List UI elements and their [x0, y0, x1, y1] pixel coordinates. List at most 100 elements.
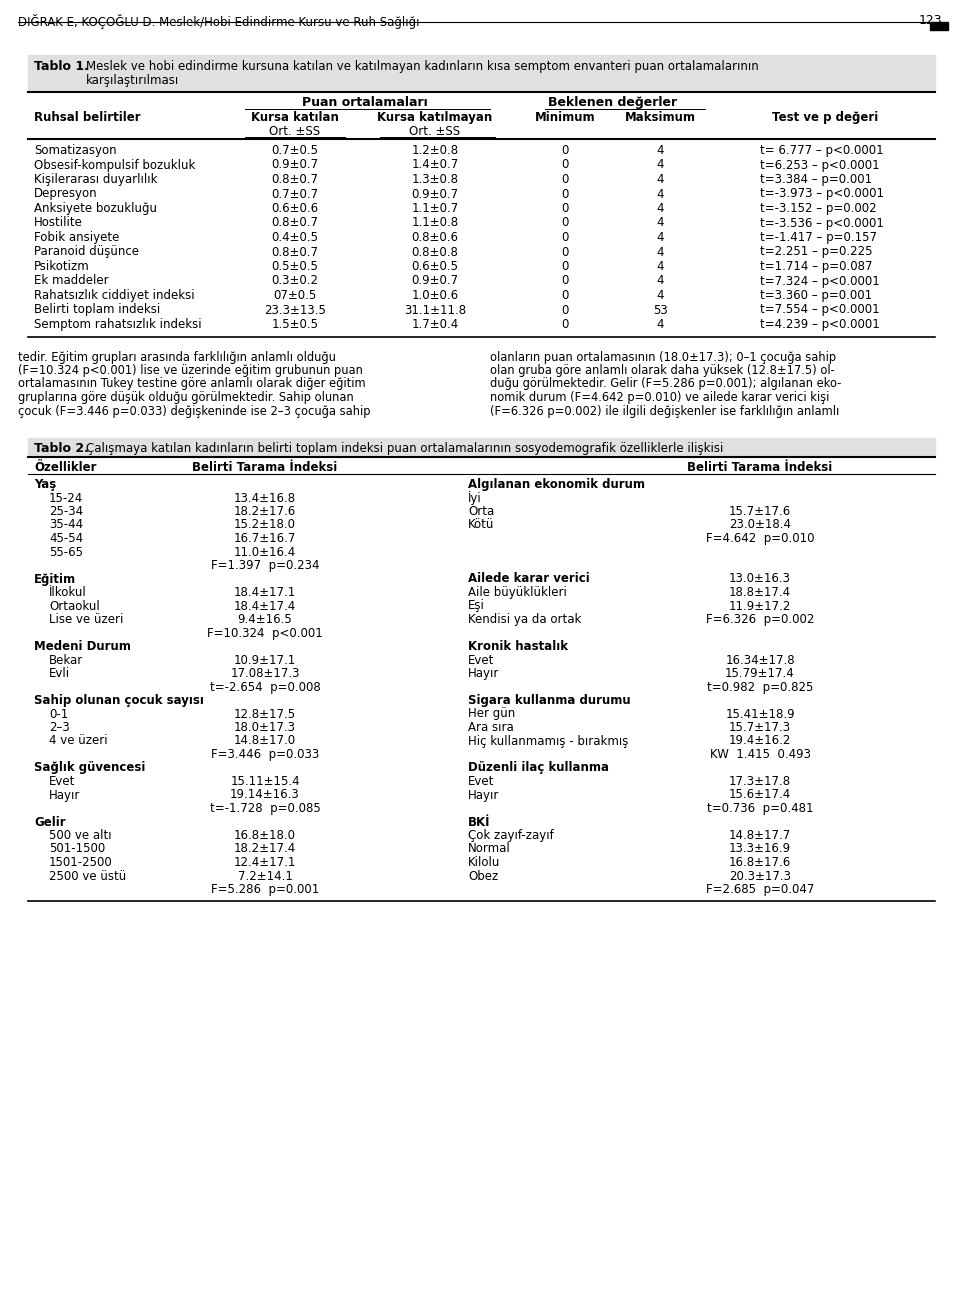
- Text: t=-3.152 – p=0.002: t=-3.152 – p=0.002: [760, 202, 876, 215]
- Text: 55-65: 55-65: [49, 546, 83, 559]
- Text: 0: 0: [562, 245, 568, 258]
- Text: Kendisi ya da ortak: Kendisi ya da ortak: [468, 613, 582, 626]
- Text: 0: 0: [562, 216, 568, 229]
- Text: Fobik ansiyete: Fobik ansiyete: [34, 231, 119, 244]
- Text: Anksiyete bozukluğu: Anksiyete bozukluğu: [34, 202, 157, 215]
- Text: Düzenli ilaç kullanma: Düzenli ilaç kullanma: [468, 762, 609, 775]
- Text: 1.0±0.6: 1.0±0.6: [412, 289, 459, 302]
- Text: nomik durum (F=4.642 p=0.010) ve ailede karar verici kişi: nomik durum (F=4.642 p=0.010) ve ailede …: [490, 391, 829, 404]
- Text: Kursa katılan: Kursa katılan: [252, 111, 339, 124]
- Text: 0: 0: [562, 303, 568, 316]
- Text: 19.14±16.3: 19.14±16.3: [230, 788, 300, 801]
- Text: 23.3±13.5: 23.3±13.5: [264, 303, 326, 316]
- Text: Ailede karar verici: Ailede karar verici: [468, 573, 589, 586]
- Text: (F=10.324 p<0.001) lise ve üzerinde eğitim grubunun puan: (F=10.324 p<0.001) lise ve üzerinde eğit…: [18, 364, 363, 377]
- Text: 4: 4: [657, 202, 663, 215]
- Text: 500 ve altı: 500 ve altı: [49, 829, 111, 842]
- Text: Psikotizm: Psikotizm: [34, 260, 89, 273]
- Text: Medeni Durum: Medeni Durum: [34, 640, 131, 653]
- Text: 0: 0: [562, 158, 568, 171]
- Text: Belirti toplam indeksi: Belirti toplam indeksi: [34, 303, 160, 316]
- Text: 18.4±17.1: 18.4±17.1: [234, 586, 296, 599]
- Text: 16.8±17.6: 16.8±17.6: [729, 855, 791, 870]
- Text: 0.9±0.7: 0.9±0.7: [272, 158, 319, 171]
- Text: Evli: Evli: [49, 667, 70, 680]
- Text: 0: 0: [562, 172, 568, 187]
- Text: Evet: Evet: [468, 653, 494, 666]
- Text: 18.2±17.6: 18.2±17.6: [234, 505, 296, 518]
- Bar: [28, 438, 935, 456]
- Text: 14.8±17.0: 14.8±17.0: [234, 735, 296, 748]
- Text: Gelir: Gelir: [34, 815, 65, 828]
- Text: t=2.251 – p=0.225: t=2.251 – p=0.225: [760, 245, 873, 258]
- Text: Meslek ve hobi edindirme kursuna katılan ve katılmayan kadınların kısa semptom e: Meslek ve hobi edindirme kursuna katılan…: [86, 60, 758, 73]
- Text: t=-3.536 – p<0.0001: t=-3.536 – p<0.0001: [760, 216, 884, 229]
- Text: t=0.982  p=0.825: t=0.982 p=0.825: [707, 680, 813, 693]
- Text: Belirti Tarama İndeksi: Belirti Tarama İndeksi: [192, 461, 338, 474]
- Text: 4: 4: [657, 260, 663, 273]
- Text: Obsesif-kompulsif bozukluk: Obsesif-kompulsif bozukluk: [34, 158, 196, 171]
- Text: DIĞRAK E, KOÇOĞLU D. Meslek/Hobi Edindirme Kursu ve Ruh Sağlığı: DIĞRAK E, KOÇOĞLU D. Meslek/Hobi Edindir…: [18, 14, 420, 29]
- Text: Rahatsızlık ciddiyet indeksi: Rahatsızlık ciddiyet indeksi: [34, 289, 195, 302]
- Text: Lise ve üzeri: Lise ve üzeri: [49, 613, 124, 626]
- Text: Obez: Obez: [468, 870, 498, 883]
- Text: 15.79±17.4: 15.79±17.4: [725, 667, 795, 680]
- Text: 1.2±0.8: 1.2±0.8: [412, 144, 459, 157]
- Text: 0: 0: [562, 144, 568, 157]
- Text: 25-34: 25-34: [49, 505, 84, 518]
- Text: 0.6±0.6: 0.6±0.6: [272, 202, 319, 215]
- Text: Aile büyüklükleri: Aile büyüklükleri: [468, 586, 566, 599]
- Text: t=1.714 – p=0.087: t=1.714 – p=0.087: [760, 260, 873, 273]
- Text: 4: 4: [657, 144, 663, 157]
- Text: F=4.642  p=0.010: F=4.642 p=0.010: [706, 531, 814, 546]
- Text: Evet: Evet: [49, 775, 76, 788]
- Text: 1.1±0.7: 1.1±0.7: [412, 202, 459, 215]
- Text: 4: 4: [657, 245, 663, 258]
- Text: 0: 0: [562, 202, 568, 215]
- Text: Test ve p değeri: Test ve p değeri: [772, 111, 878, 124]
- Text: Hayır: Hayır: [468, 667, 499, 680]
- Text: Semptom rahatsızlık indeksi: Semptom rahatsızlık indeksi: [34, 318, 202, 330]
- Text: Ek maddeler: Ek maddeler: [34, 275, 108, 288]
- Text: 45-54: 45-54: [49, 531, 84, 546]
- Text: t=-1.728  p=0.085: t=-1.728 p=0.085: [209, 802, 321, 815]
- Bar: [930, 22, 948, 30]
- Text: t=-1.417 – p=0.157: t=-1.417 – p=0.157: [760, 231, 877, 244]
- Text: Kötü: Kötü: [468, 518, 494, 531]
- Text: Ortaokul: Ortaokul: [49, 600, 100, 613]
- Text: 35-44: 35-44: [49, 518, 84, 531]
- Text: karşılaştırılması: karşılaştırılması: [86, 74, 180, 87]
- Text: 19.4±16.2: 19.4±16.2: [729, 735, 791, 748]
- Text: BKİ: BKİ: [468, 815, 491, 828]
- Text: Belirti Tarama İndeksi: Belirti Tarama İndeksi: [687, 461, 832, 474]
- Text: 15.7±17.6: 15.7±17.6: [729, 505, 791, 518]
- Text: Orta: Orta: [468, 505, 494, 518]
- Text: 0.6±0.5: 0.6±0.5: [412, 260, 459, 273]
- Text: 501-1500: 501-1500: [49, 842, 106, 855]
- Text: Minimum: Minimum: [535, 111, 595, 124]
- Text: 16.7±16.7: 16.7±16.7: [234, 531, 297, 546]
- Text: Ort. ±SS: Ort. ±SS: [270, 124, 321, 137]
- Text: Kronik hastalık: Kronik hastalık: [468, 640, 568, 653]
- Text: Hostilite: Hostilite: [34, 216, 83, 229]
- Text: 10.9±17.1: 10.9±17.1: [234, 653, 296, 666]
- Text: 15.7±17.3: 15.7±17.3: [729, 721, 791, 734]
- Text: Depresyon: Depresyon: [34, 188, 98, 201]
- Text: t=3.360 – p=0.001: t=3.360 – p=0.001: [760, 289, 872, 302]
- Text: t=7.324 – p<0.0001: t=7.324 – p<0.0001: [760, 275, 879, 288]
- Text: 0: 0: [562, 188, 568, 201]
- Text: 0: 0: [562, 318, 568, 330]
- Text: İyi: İyi: [468, 491, 482, 505]
- Text: 0.9±0.7: 0.9±0.7: [412, 188, 459, 201]
- Text: 4 ve üzeri: 4 ve üzeri: [49, 735, 108, 748]
- Text: Normal: Normal: [468, 842, 511, 855]
- Text: 0.8±0.6: 0.8±0.6: [412, 231, 459, 244]
- Text: 0.8±0.7: 0.8±0.7: [272, 216, 319, 229]
- Text: t=-3.973 – p<0.0001: t=-3.973 – p<0.0001: [760, 188, 884, 201]
- Text: 4: 4: [657, 275, 663, 288]
- Text: olan gruba göre anlamlı olarak daha yüksek (12.8±17.5) ol-: olan gruba göre anlamlı olarak daha yüks…: [490, 364, 835, 377]
- Text: 07±0.5: 07±0.5: [274, 289, 317, 302]
- Text: 0.7±0.7: 0.7±0.7: [272, 188, 319, 201]
- Text: Çok zayıf-zayıf: Çok zayıf-zayıf: [468, 829, 554, 842]
- Text: çocuk (F=3.446 p=0.033) değişkeninde ise 2–3 çocuğa sahip: çocuk (F=3.446 p=0.033) değişkeninde ise…: [18, 404, 371, 417]
